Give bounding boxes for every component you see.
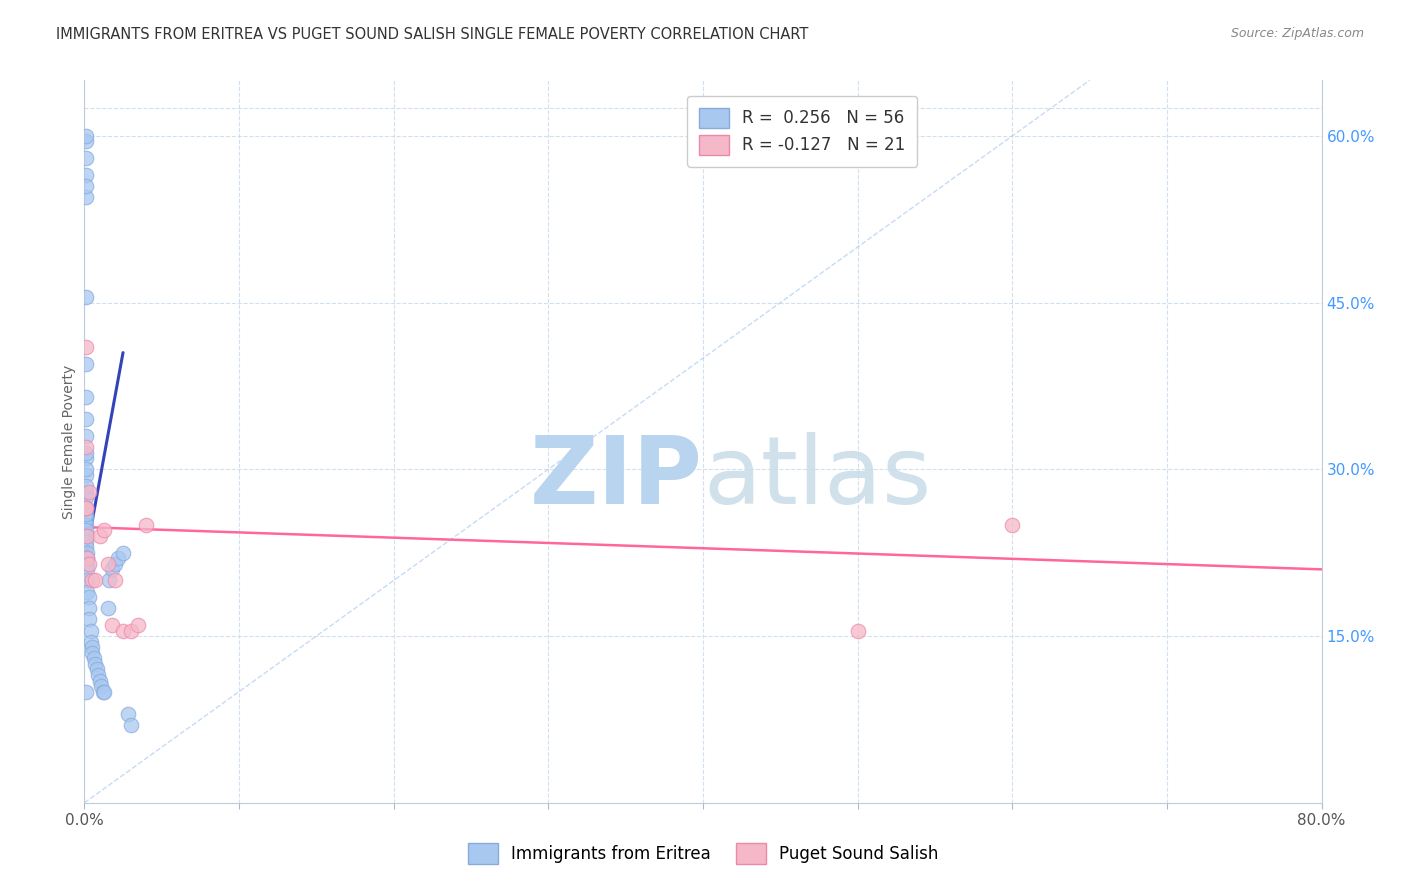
Point: [120, 718, 142, 732]
Point: [77, 601, 100, 615]
Point: [75, 462, 97, 476]
Text: Source: ZipAtlas.com: Source: ZipAtlas.com: [1230, 27, 1364, 40]
Point: [76, 529, 98, 543]
Point: [93, 684, 115, 698]
Point: [82, 574, 104, 588]
Point: [84, 657, 107, 671]
Point: [77, 484, 100, 499]
Point: [76, 574, 98, 588]
Point: [89, 673, 111, 688]
Point: [75, 178, 97, 193]
Point: [77, 557, 100, 571]
Point: [77, 590, 100, 604]
Point: [79, 634, 101, 648]
Point: [75, 151, 97, 165]
Point: [117, 706, 139, 721]
Point: [90, 679, 112, 693]
Point: [75, 429, 97, 443]
Point: [75, 190, 97, 204]
Point: [76, 546, 98, 560]
Point: [75, 501, 97, 516]
Point: [89, 529, 111, 543]
Point: [101, 618, 124, 632]
Point: [87, 668, 110, 682]
Point: [75, 501, 97, 516]
Point: [75, 501, 97, 516]
Point: [96, 557, 118, 571]
Point: [76, 551, 98, 566]
Point: [75, 467, 97, 482]
Point: [120, 624, 142, 638]
Point: [76, 557, 98, 571]
Point: [82, 640, 104, 655]
Point: [75, 517, 97, 532]
Point: [112, 546, 135, 560]
Point: [104, 574, 127, 588]
Point: [75, 490, 97, 504]
Point: [75, 440, 97, 454]
Point: [75, 451, 97, 466]
Point: [75, 507, 97, 521]
Point: [76, 551, 98, 566]
Point: [84, 574, 107, 588]
Point: [76, 584, 98, 599]
Point: [75, 512, 97, 526]
Y-axis label: Single Female Poverty: Single Female Poverty: [62, 365, 76, 518]
Point: [75, 445, 97, 459]
Point: [98, 574, 121, 588]
Point: [75, 290, 97, 304]
Point: [75, 479, 97, 493]
Point: [75, 484, 97, 499]
Point: [1001, 517, 1024, 532]
Point: [96, 601, 118, 615]
Point: [77, 612, 100, 626]
Point: [101, 562, 124, 576]
Text: ZIP: ZIP: [530, 432, 703, 524]
Text: IMMIGRANTS FROM ERITREA VS PUGET SOUND SALISH SINGLE FEMALE POVERTY CORRELATION : IMMIGRANTS FROM ERITREA VS PUGET SOUND S…: [56, 27, 808, 42]
Point: [75, 357, 97, 371]
Point: [76, 562, 98, 576]
Point: [75, 340, 97, 354]
Point: [75, 540, 97, 554]
Point: [75, 524, 97, 538]
Point: [82, 646, 104, 660]
Point: [127, 618, 149, 632]
Legend: R =  0.256   N = 56, R = -0.127   N = 21: R = 0.256 N = 56, R = -0.127 N = 21: [688, 95, 917, 167]
Point: [135, 517, 157, 532]
Point: [86, 662, 108, 676]
Text: atlas: atlas: [703, 432, 931, 524]
Point: [83, 651, 105, 665]
Point: [91, 684, 114, 698]
Point: [846, 624, 869, 638]
Point: [75, 529, 97, 543]
Point: [75, 390, 97, 404]
Point: [75, 534, 97, 549]
Point: [93, 524, 115, 538]
Point: [75, 168, 97, 182]
Point: [107, 551, 129, 566]
Point: [75, 128, 97, 143]
Point: [75, 684, 97, 698]
Legend: Immigrants from Eritrea, Puget Sound Salish: Immigrants from Eritrea, Puget Sound Sal…: [461, 837, 945, 871]
Point: [104, 557, 127, 571]
Point: [75, 412, 97, 426]
Point: [112, 624, 135, 638]
Point: [75, 135, 97, 149]
Point: [79, 624, 101, 638]
